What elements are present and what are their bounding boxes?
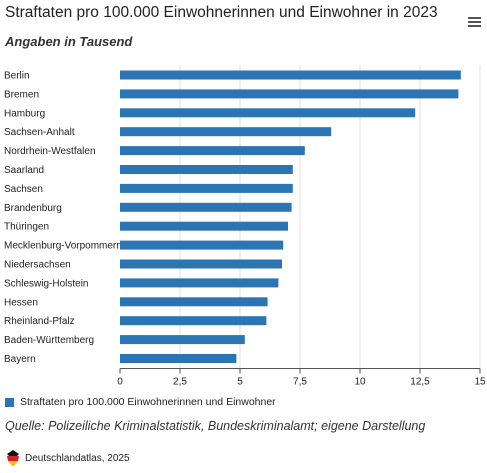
x-tick-label: 2,5 — [173, 377, 187, 388]
category-label: Baden-Württemberg — [4, 335, 94, 346]
credit: Deutschlandatlas, 2025 — [5, 450, 130, 466]
category-label: Mecklenburg-Vorpommern — [4, 241, 122, 252]
bar[interactable] — [120, 259, 282, 269]
bar[interactable] — [120, 127, 332, 137]
deutschlandatlas-logo-icon — [7, 450, 19, 466]
hamburger-menu-icon[interactable] — [468, 17, 481, 30]
chart-subtitle: Angaben in Tausend — [5, 34, 133, 49]
category-label: Sachsen — [4, 184, 43, 195]
x-tick-label: 5 — [237, 377, 243, 388]
x-tick-label: 12,5 — [410, 377, 430, 388]
bar[interactable] — [120, 221, 288, 231]
category-label: Berlin — [4, 71, 30, 82]
category-label: Nordrhein-Westfalen — [4, 146, 96, 157]
credit-label: Deutschlandatlas, 2025 — [25, 452, 130, 464]
x-tick-label: 10 — [354, 377, 366, 388]
category-label: Bayern — [4, 354, 36, 365]
category-label: Saarland — [4, 165, 44, 176]
category-label: Schleswig-Holstein — [4, 278, 88, 289]
category-label: Bremen — [4, 89, 39, 100]
bar[interactable] — [120, 297, 268, 307]
bar[interactable] — [120, 70, 461, 80]
bar[interactable] — [120, 146, 305, 156]
category-label: Hessen — [4, 297, 38, 308]
bar[interactable] — [120, 316, 267, 326]
bar[interactable] — [120, 354, 237, 363]
legend-swatch — [5, 397, 14, 407]
category-label: Thüringen — [4, 222, 49, 233]
bar-chart: Berlin Bremen Hamburg Sachsen-Anhalt Nordrhe… — [4, 65, 486, 388]
source-note: Quelle: Polizeiliche Kriminalstatistik, … — [5, 419, 426, 433]
legend-item[interactable]: Straftaten pro 100.000 Einwohnerinnen un… — [5, 396, 276, 408]
x-tick-label: 15 — [474, 377, 486, 388]
bar[interactable] — [120, 89, 459, 99]
bar[interactable] — [120, 335, 245, 345]
category-label: Niedersachsen — [4, 260, 71, 271]
x-tick-label: 0 — [117, 377, 123, 388]
legend-label: Straftaten pro 100.000 Einwohnerinnen un… — [20, 396, 276, 408]
bar[interactable] — [120, 240, 284, 250]
category-label: Hamburg — [4, 108, 45, 119]
bar[interactable] — [120, 108, 416, 118]
chart-title: Straftaten pro 100.000 Einwohnerinnen un… — [5, 4, 438, 21]
bar[interactable] — [120, 183, 293, 193]
category-label: Brandenburg — [4, 203, 62, 214]
category-label: Rheinland-Pfalz — [4, 316, 75, 327]
bar[interactable] — [120, 165, 293, 174]
x-tick-label: 7,5 — [293, 377, 307, 388]
bar[interactable] — [120, 278, 279, 288]
bar[interactable] — [120, 202, 292, 212]
category-label: Sachsen-Anhalt — [4, 127, 75, 138]
